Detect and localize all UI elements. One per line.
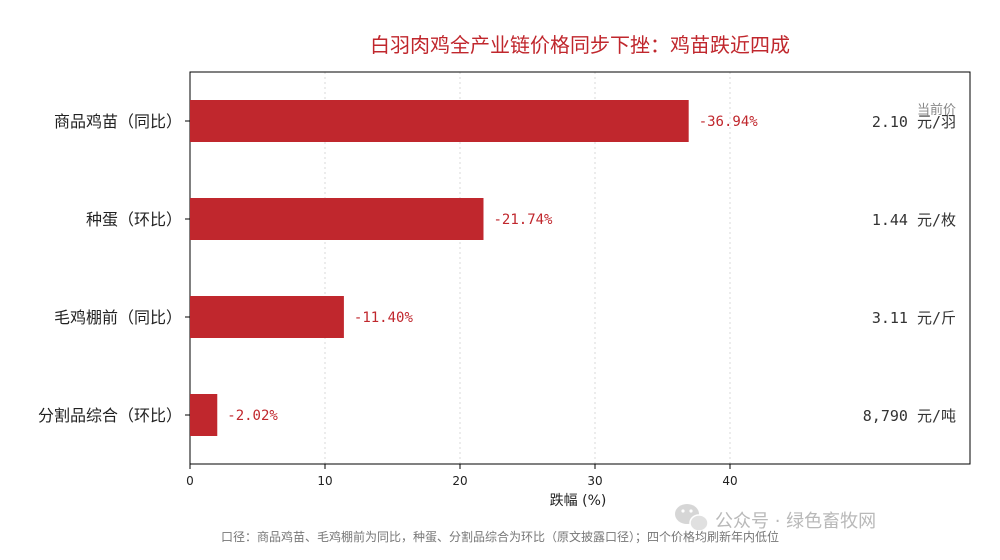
x-tick-label: 0: [186, 474, 194, 488]
category-label: 分割品综合（环比）: [38, 406, 182, 425]
bar: [190, 394, 218, 436]
value-label: -36.94%: [699, 114, 759, 130]
value-labels: -36.94% -21.74% -11.40% -2.02%: [227, 114, 758, 424]
value-label: -11.40%: [354, 310, 414, 326]
x-tick-label: 20: [452, 474, 467, 488]
category-label: 商品鸡苗（同比）: [54, 112, 182, 131]
x-tick-label: 30: [587, 474, 602, 488]
x-tick-label: 10: [317, 474, 332, 488]
value-label: -2.02%: [227, 408, 278, 424]
wechat-icon: [675, 504, 709, 532]
x-axis-title: 跌幅 (%): [550, 493, 607, 509]
price-label: 3.11 元/斤: [872, 309, 956, 327]
bar: [190, 100, 689, 142]
price-labels: 2.10 元/羽 1.44 元/枚 3.11 元/斤 8,790 元/吨: [863, 113, 956, 425]
bar: [190, 296, 344, 338]
category-label: 种蛋（环比）: [86, 210, 182, 229]
footnote: 口径：商品鸡苗、毛鸡棚前为同比，种蛋、分割品综合为环比（原文披露口径）；四个价格…: [221, 529, 779, 544]
bars: [190, 100, 689, 436]
plot-frame: [189, 71, 971, 465]
category-labels: 商品鸡苗（同比） 种蛋（环比） 毛鸡棚前（同比） 分割品综合（环比）: [38, 112, 190, 425]
bar: [190, 198, 484, 240]
price-header: 当前价: [917, 102, 956, 118]
value-label: -21.74%: [493, 212, 553, 228]
price-label: 8,790 元/吨: [863, 407, 956, 425]
x-axis-ticks: 0 10 20 30 40: [186, 464, 738, 488]
price-label: 1.44 元/枚: [872, 211, 956, 229]
category-label: 毛鸡棚前（同比）: [54, 308, 182, 327]
chart-title: 白羽肉鸡全产业链价格同步下挫：鸡苗跌近四成: [370, 33, 790, 57]
price-label: 2.10 元/羽: [872, 113, 956, 131]
watermark: 公众号 · 绿色畜牧网: [715, 511, 876, 532]
x-tick-label: 40: [722, 474, 737, 488]
